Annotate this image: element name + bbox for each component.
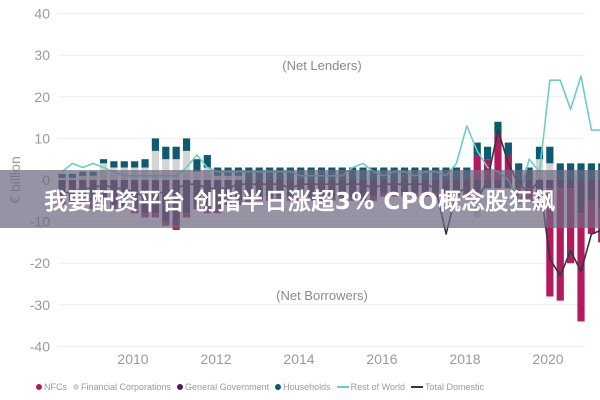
bar-segment [556,188,564,301]
bar-segment [473,142,481,156]
legend-label: Households [283,382,331,392]
bar-segment [577,213,585,322]
legend-dot-icon [275,384,282,390]
bar-segment [483,146,492,160]
legend-dot-icon [73,384,79,390]
bar-segment [535,146,544,160]
bar-segment [151,150,160,180]
x-tick-label: 2018 [449,351,480,367]
bar-segment [546,146,554,164]
annotation-net-borrowers: (Net Borrowers) [276,288,368,303]
x-axis-ticks: 2010 2012 2014 2016 2018 2020 [117,351,563,367]
y-tick-label: -20 [30,255,50,271]
legend-label: Financial Corporations [81,382,172,392]
bar-segment [172,159,180,180]
x-tick-label: 2014 [283,351,314,367]
bar-segment [504,155,512,180]
x-tick-label: 2020 [532,351,563,367]
bar-segment [473,155,481,180]
x-tick-label: 2012 [200,351,231,367]
legend-label: Total Domestic [424,382,485,392]
legend-item[interactable]: NFCs [36,382,67,392]
bar-segment [494,134,502,180]
y-tick-label: 10 [34,130,50,146]
legend-item[interactable]: Households [275,382,331,392]
legend-dot-icon [177,384,184,390]
y-tick-label: 30 [34,47,50,63]
bar-segment [162,159,170,180]
annotation-net-lenders: (Net Lenders) [282,58,361,73]
bar-segment [131,161,139,168]
y-tick-label: 20 [34,89,50,105]
y-tick-label: -30 [30,297,50,313]
x-tick-label: 2016 [366,351,397,367]
bar-segment [99,159,108,164]
bar-segment [504,142,512,156]
legend-label: NFCs [44,382,67,392]
legend-item[interactable]: Financial Corporations [73,382,171,392]
y-tick-label: -40 [30,338,50,354]
bar-segment [151,138,160,151]
legend-line-icon [410,386,423,388]
legend-dot-icon [36,384,42,390]
bar-segment [483,159,492,180]
legend: NFCs Financial Corporations General Govern… [36,380,484,394]
bar-segment [172,146,180,160]
overlay-banner: 我要配资平台 创指半日涨超3% CPO概念股狂飙 [0,170,600,228]
bar-segment [182,138,191,151]
bar-segment [182,150,191,180]
legend-label: Rest of World [350,382,405,392]
legend-item[interactable]: Total Domestic [410,382,485,392]
bar-segment [494,121,502,135]
bar-segment [141,159,149,168]
legend-item[interactable]: General Government [177,382,269,392]
legend-label: General Government [185,382,270,392]
legend-line-icon [336,386,349,388]
bar-segment [193,159,201,172]
bar-segment [162,146,170,160]
bar-segment [110,161,118,168]
bar-segment [120,161,128,168]
y-tick-label: 40 [34,6,50,22]
x-tick-label: 2010 [117,351,148,367]
bar-segment [546,188,554,297]
banner-text: 我要配资平台 创指半日涨超3% CPO概念股狂飙 [44,189,556,215]
legend-item[interactable]: Rest of World [336,382,405,392]
bar-segment [203,155,211,168]
